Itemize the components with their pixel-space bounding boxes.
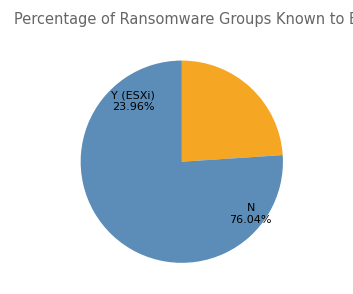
- Text: N
76.04%: N 76.04%: [229, 203, 272, 225]
- Wedge shape: [182, 61, 283, 162]
- Text: Percentage of Ransomware Groups Known to Exploit ESXi: Percentage of Ransomware Groups Known to…: [14, 12, 353, 27]
- Wedge shape: [80, 61, 283, 263]
- Text: Y (ESXi)
23.96%: Y (ESXi) 23.96%: [111, 90, 155, 112]
